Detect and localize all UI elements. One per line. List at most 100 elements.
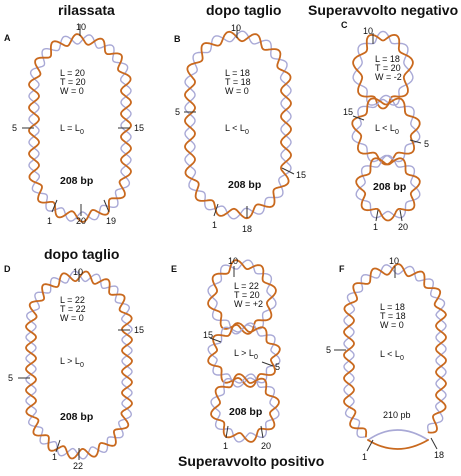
title-rilassata: rilassata xyxy=(58,2,115,18)
panel-b: B 10 5 15 1 18 L = 18 T = 18 W = 0 L < L… xyxy=(174,23,306,234)
dna-strand xyxy=(28,34,132,222)
tick-label: 5 xyxy=(326,345,331,355)
linking-number: L = 18 xyxy=(380,302,405,312)
dna-strand xyxy=(207,259,277,335)
writhe: W = 0 xyxy=(380,320,404,330)
tick-label: 1 xyxy=(362,452,367,462)
linking-number: L = 18 xyxy=(225,68,250,78)
length-label: 210 pb xyxy=(383,410,411,420)
dna-strand xyxy=(367,429,429,441)
writhe: W = 0 xyxy=(60,86,84,96)
twist: T = 22 xyxy=(60,304,86,314)
tick-label: 15 xyxy=(343,107,353,117)
title-dopo-taglio-bottom: dopo taglio xyxy=(44,246,119,262)
panel-letter: A xyxy=(4,33,11,43)
dna-strand xyxy=(343,263,447,438)
twist: T = 18 xyxy=(380,311,406,321)
panel-letter: F xyxy=(339,264,345,274)
tick-label: 10 xyxy=(231,23,241,33)
panel-letter: E xyxy=(171,264,177,274)
dna-ring-positive-supercoil xyxy=(207,259,281,443)
tick-label: 1 xyxy=(52,452,57,462)
panel-f: F 10 5 1 18 L = 18 T = 18 W = 0 L < L0 2… xyxy=(326,256,447,462)
tick-label: 10 xyxy=(389,256,399,266)
title-superavvolto-negativo: Superavvolto negativo xyxy=(308,2,458,18)
tick-label: 20 xyxy=(261,441,271,451)
tick-label: 5 xyxy=(424,139,429,149)
dna-strand xyxy=(207,322,281,388)
panel-e: E 10 15 5 1 20 L = 22 T = 20 W = +2 L > … xyxy=(171,256,281,451)
position-ticks xyxy=(334,266,438,452)
panel-letter: D xyxy=(4,264,11,274)
dna-ring-negative-supercoil xyxy=(351,30,421,222)
tick-label: 19 xyxy=(106,216,116,226)
tick-label: 20 xyxy=(398,222,408,232)
writhe: W = +2 xyxy=(234,299,263,309)
title-superavvolto-positivo: Superavvolto positivo xyxy=(178,453,324,469)
tick-label: 10 xyxy=(73,267,83,277)
tick-label: 5 xyxy=(275,362,280,372)
dna-strand xyxy=(367,439,429,450)
panel-letter: C xyxy=(341,20,348,30)
title-dopo-taglio-top: dopo taglio xyxy=(206,2,281,18)
panel-d: D 10 5 15 1 22 L = 22 T = 22 W = 0 L > L… xyxy=(4,264,144,471)
tick-label: 5 xyxy=(175,107,180,117)
twist: T = 20 xyxy=(375,63,401,73)
tick-label: 18 xyxy=(434,450,444,460)
dna-strand xyxy=(355,157,421,222)
position-ticks xyxy=(352,33,422,222)
position-ticks xyxy=(22,24,130,216)
tick-label: 18 xyxy=(242,224,252,234)
twist: T = 18 xyxy=(225,77,251,87)
linking-number: L = 22 xyxy=(60,295,85,305)
tick-label: 1 xyxy=(212,220,217,230)
tick-label: 5 xyxy=(12,123,17,133)
writhe: W = 0 xyxy=(60,313,84,323)
linking-relation: L < L0 xyxy=(380,349,404,362)
position-ticks xyxy=(209,266,274,439)
tick-label: 15 xyxy=(203,330,213,340)
linking-number: L = 20 xyxy=(60,68,85,78)
linking-relation: L < L0 xyxy=(375,123,399,136)
length-label: 208 bp xyxy=(373,181,406,193)
dna-strand xyxy=(28,33,132,223)
tick-label: 20 xyxy=(76,216,86,226)
position-ticks xyxy=(184,26,295,218)
writhe: W = 0 xyxy=(225,86,249,96)
dna-strand xyxy=(351,97,421,166)
tick-label: 22 xyxy=(73,461,83,471)
tick-label: 5 xyxy=(8,373,13,383)
length-label: 208 bp xyxy=(60,411,93,423)
tick-label: 15 xyxy=(134,123,144,133)
linking-relation: L = L0 xyxy=(60,123,84,136)
twist: T = 20 xyxy=(60,77,86,87)
twist: T = 20 xyxy=(234,290,260,300)
writhe: W = -2 xyxy=(375,72,402,82)
dna-strand xyxy=(184,30,292,220)
tick-label: 10 xyxy=(363,26,373,36)
dna-strand xyxy=(25,270,133,460)
dna-ring-relaxed xyxy=(28,33,132,223)
length-label: 208 bp xyxy=(229,406,262,418)
linking-relation: L > L0 xyxy=(60,356,84,369)
length-label: 208 bp xyxy=(228,179,261,191)
linking-number: L = 18 xyxy=(375,54,400,64)
tick-label: 10 xyxy=(228,256,238,266)
tick-label: 1 xyxy=(223,441,228,451)
panel-letter: B xyxy=(174,34,181,44)
linking-relation: L < L0 xyxy=(225,123,249,136)
position-ticks xyxy=(18,270,130,460)
tick-label: 15 xyxy=(134,325,144,335)
tick-label: 15 xyxy=(296,170,306,180)
tick-label: 1 xyxy=(373,222,378,232)
tick-label: 10 xyxy=(76,22,86,32)
linking-relation: L > L0 xyxy=(234,348,258,361)
dna-strand xyxy=(210,373,280,443)
tick-label: 1 xyxy=(47,216,52,226)
dna-ring-cut xyxy=(184,30,292,220)
dna-ring-opened xyxy=(343,263,447,450)
dna-ring-cut xyxy=(25,270,133,460)
dna-strand xyxy=(352,34,414,110)
panel-a: A 10 5 15 1 20 19 L = 20 T = 20 W = 0 L … xyxy=(4,22,144,226)
